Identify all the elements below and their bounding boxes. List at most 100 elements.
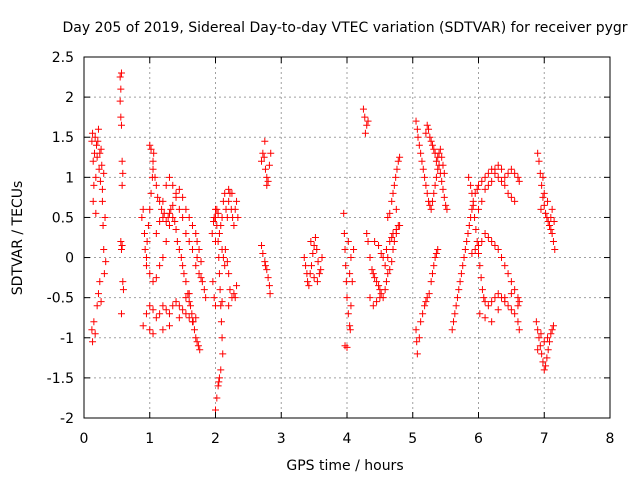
data-point <box>536 342 544 350</box>
data-point <box>267 149 275 157</box>
data-point <box>547 225 555 233</box>
data-point <box>159 254 167 262</box>
data-point <box>91 133 99 141</box>
data-point <box>185 213 193 221</box>
data-point <box>457 270 465 278</box>
data-point <box>542 362 550 370</box>
data-point <box>119 278 127 286</box>
data-point <box>484 181 492 189</box>
data-point <box>305 282 313 290</box>
data-point <box>185 298 193 306</box>
data-point <box>419 310 427 318</box>
data-point <box>310 274 318 282</box>
data-point <box>481 173 489 181</box>
data-point <box>377 290 385 298</box>
data-point <box>384 270 392 278</box>
data-point <box>139 205 147 213</box>
y-axis-label: SDTVAR / TECUs <box>10 181 26 296</box>
data-point <box>384 213 392 221</box>
data-point <box>208 229 216 237</box>
data-point <box>507 165 515 173</box>
data-point <box>139 322 147 330</box>
data-point <box>359 105 367 113</box>
x-tick-labels: 0 1 2 3 4 5 6 7 8 <box>80 431 615 447</box>
data-point <box>551 246 559 254</box>
data-point <box>146 141 154 149</box>
data-point <box>88 137 96 145</box>
data-point <box>313 278 321 286</box>
data-point <box>261 137 269 145</box>
data-point <box>438 153 446 161</box>
data-point <box>219 350 227 358</box>
data-point <box>534 346 542 354</box>
data-point <box>494 290 502 298</box>
data-point <box>185 314 193 322</box>
data-point <box>195 246 203 254</box>
data-point <box>172 193 180 201</box>
data-point <box>440 193 448 201</box>
data-point <box>361 129 369 137</box>
y-tick-label: -1 <box>60 331 74 347</box>
data-point <box>488 298 496 306</box>
data-point <box>304 278 312 286</box>
data-point <box>469 201 477 209</box>
data-point <box>535 334 543 342</box>
data-point <box>491 165 499 173</box>
data-point <box>484 234 492 241</box>
data-point <box>264 274 272 282</box>
x-tick-label: 3 <box>277 431 286 447</box>
data-point <box>100 270 108 278</box>
data-point <box>117 121 125 129</box>
data-point <box>392 173 400 181</box>
data-point <box>150 149 158 157</box>
data-point <box>427 205 435 213</box>
data-point <box>507 278 515 286</box>
data-point <box>259 149 267 157</box>
data-point <box>548 205 556 213</box>
data-point <box>182 229 190 237</box>
data-point <box>185 290 193 298</box>
data-point <box>233 197 241 205</box>
data-point <box>213 394 221 402</box>
data-point <box>231 205 239 213</box>
data-point <box>498 254 506 262</box>
data-point <box>491 294 499 302</box>
data-point <box>192 334 200 342</box>
data-point <box>342 278 350 286</box>
data-point <box>92 209 100 217</box>
data-point <box>515 326 523 334</box>
data-point <box>343 343 351 351</box>
data-point <box>498 177 506 185</box>
data-point <box>422 181 430 189</box>
data-point <box>194 342 202 350</box>
data-point <box>537 330 545 338</box>
axis-ticks <box>83 56 611 419</box>
data-point <box>156 217 164 225</box>
data-point <box>417 318 425 326</box>
data-point <box>534 149 542 157</box>
data-point <box>548 229 556 237</box>
data-point <box>421 302 429 310</box>
data-point <box>548 326 556 334</box>
data-point <box>187 302 195 310</box>
data-point <box>146 205 154 213</box>
data-point <box>546 221 554 229</box>
data-point <box>540 189 548 197</box>
data-point <box>223 258 231 266</box>
data-point <box>225 197 233 205</box>
data-point <box>215 378 223 386</box>
data-point <box>549 322 557 330</box>
data-point <box>484 169 492 177</box>
data-point <box>185 238 193 246</box>
data-point <box>154 193 162 201</box>
data-point <box>192 229 200 237</box>
data-point <box>214 209 222 217</box>
data-point <box>97 298 105 306</box>
data-point <box>230 290 238 298</box>
data-point <box>179 193 187 201</box>
data-point <box>388 197 396 205</box>
data-point <box>93 302 101 310</box>
data-point <box>422 298 430 306</box>
data-point <box>175 314 183 322</box>
y-tick-label: -1.5 <box>47 371 74 387</box>
